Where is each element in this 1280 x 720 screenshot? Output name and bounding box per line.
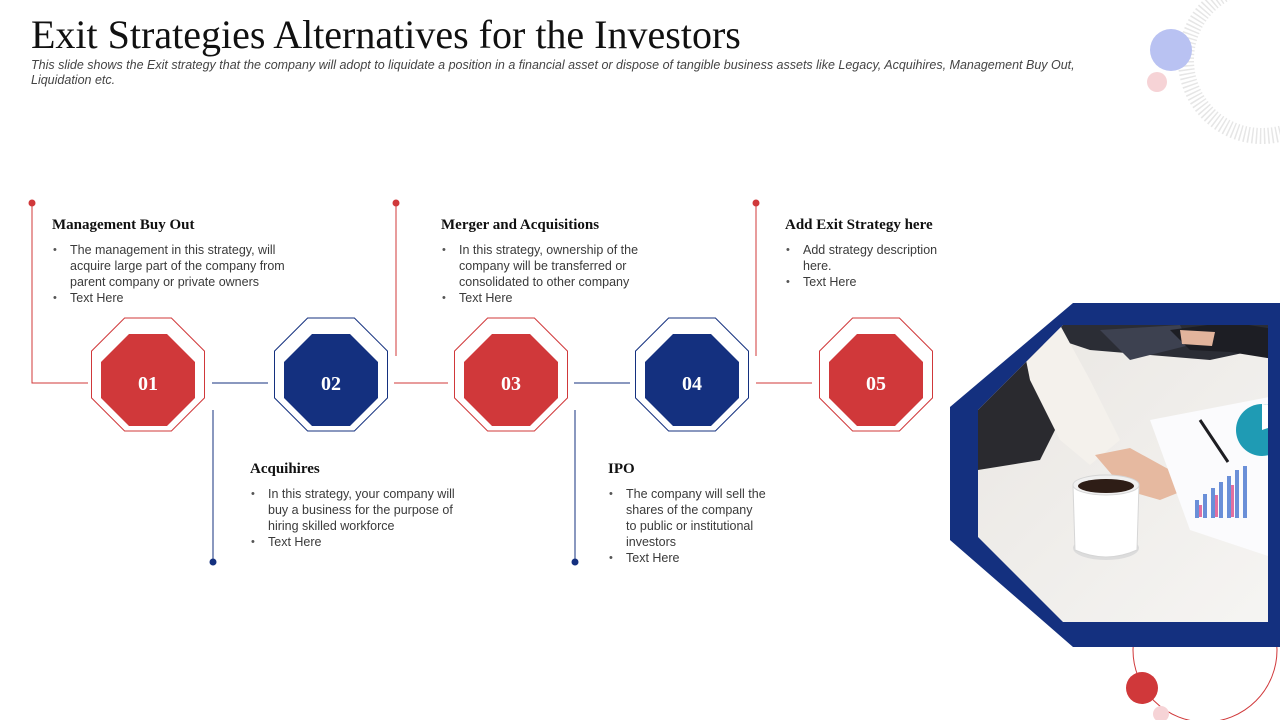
- bullet-item: In this strategy, your company will buy …: [250, 486, 472, 534]
- step-01: 01: [91, 317, 205, 432]
- bullet-item: Add strategy description here.: [785, 242, 953, 274]
- connector-dots: [28, 199, 760, 566]
- strategy-title: Merger and Acquisitions: [441, 217, 600, 233]
- step-number-01: 01: [138, 373, 158, 395]
- strategy-merger-and-acquisitions: Merger and Acquisitions In this strategy…: [441, 216, 681, 306]
- strategy-title: IPO: [608, 461, 635, 477]
- step-05: 05: [819, 317, 933, 432]
- strategy-bullets: In this strategy, your company will buy …: [250, 486, 490, 550]
- bullet-item: The company will sell the shares of the …: [608, 486, 766, 550]
- strategy-add-exit-strategy: Add Exit Strategy here Add strategy desc…: [785, 216, 965, 290]
- strategy-bullets: The company will sell the shares of the …: [608, 486, 808, 566]
- bullet-item: Text Here: [250, 534, 490, 550]
- bullet-item: In this strategy, ownership of the compa…: [441, 242, 655, 290]
- step-number-02: 02: [321, 373, 341, 395]
- bullet-item: Text Here: [785, 274, 965, 290]
- bullet-item: The management in this strategy, will ac…: [52, 242, 308, 290]
- strategy-title: Acquihires: [250, 461, 320, 477]
- strategy-management-buy-out: Management Buy Out The management in thi…: [52, 216, 312, 306]
- decor-bottom-right: [1126, 577, 1278, 720]
- strategy-ipo: IPO The company will sell the shares of …: [608, 460, 808, 566]
- strategy-bullets: In this strategy, ownership of the compa…: [441, 242, 681, 306]
- slide-subtitle: This slide shows the Exit strategy that …: [31, 58, 1075, 87]
- strategy-title: Management Buy Out: [52, 217, 195, 233]
- step-03: 03: [454, 317, 568, 432]
- strategy-bullets: Add strategy description here. Text Here: [785, 242, 965, 290]
- connector-01: [31, 203, 88, 384]
- bullet-item: Text Here: [608, 550, 808, 566]
- step-number-03: 03: [501, 373, 521, 395]
- bullet-item: Text Here: [52, 290, 312, 306]
- slide-title: Exit Strategies Alternatives for the Inv…: [31, 12, 741, 57]
- strategy-title: Add Exit Strategy here: [785, 217, 933, 233]
- connector-lines: [31, 203, 812, 562]
- office-meeting-photo: [950, 303, 1280, 647]
- step-number-04: 04: [682, 373, 702, 395]
- step-04: 04: [635, 317, 749, 432]
- decor-top-right: [1147, 0, 1280, 144]
- strategy-acquihires: Acquihires In this strategy, your compan…: [250, 460, 490, 550]
- bullet-item: Text Here: [441, 290, 681, 306]
- step-number-05: 05: [866, 373, 886, 395]
- strategy-bullets: The management in this strategy, will ac…: [52, 242, 312, 306]
- step-02: 02: [274, 317, 388, 432]
